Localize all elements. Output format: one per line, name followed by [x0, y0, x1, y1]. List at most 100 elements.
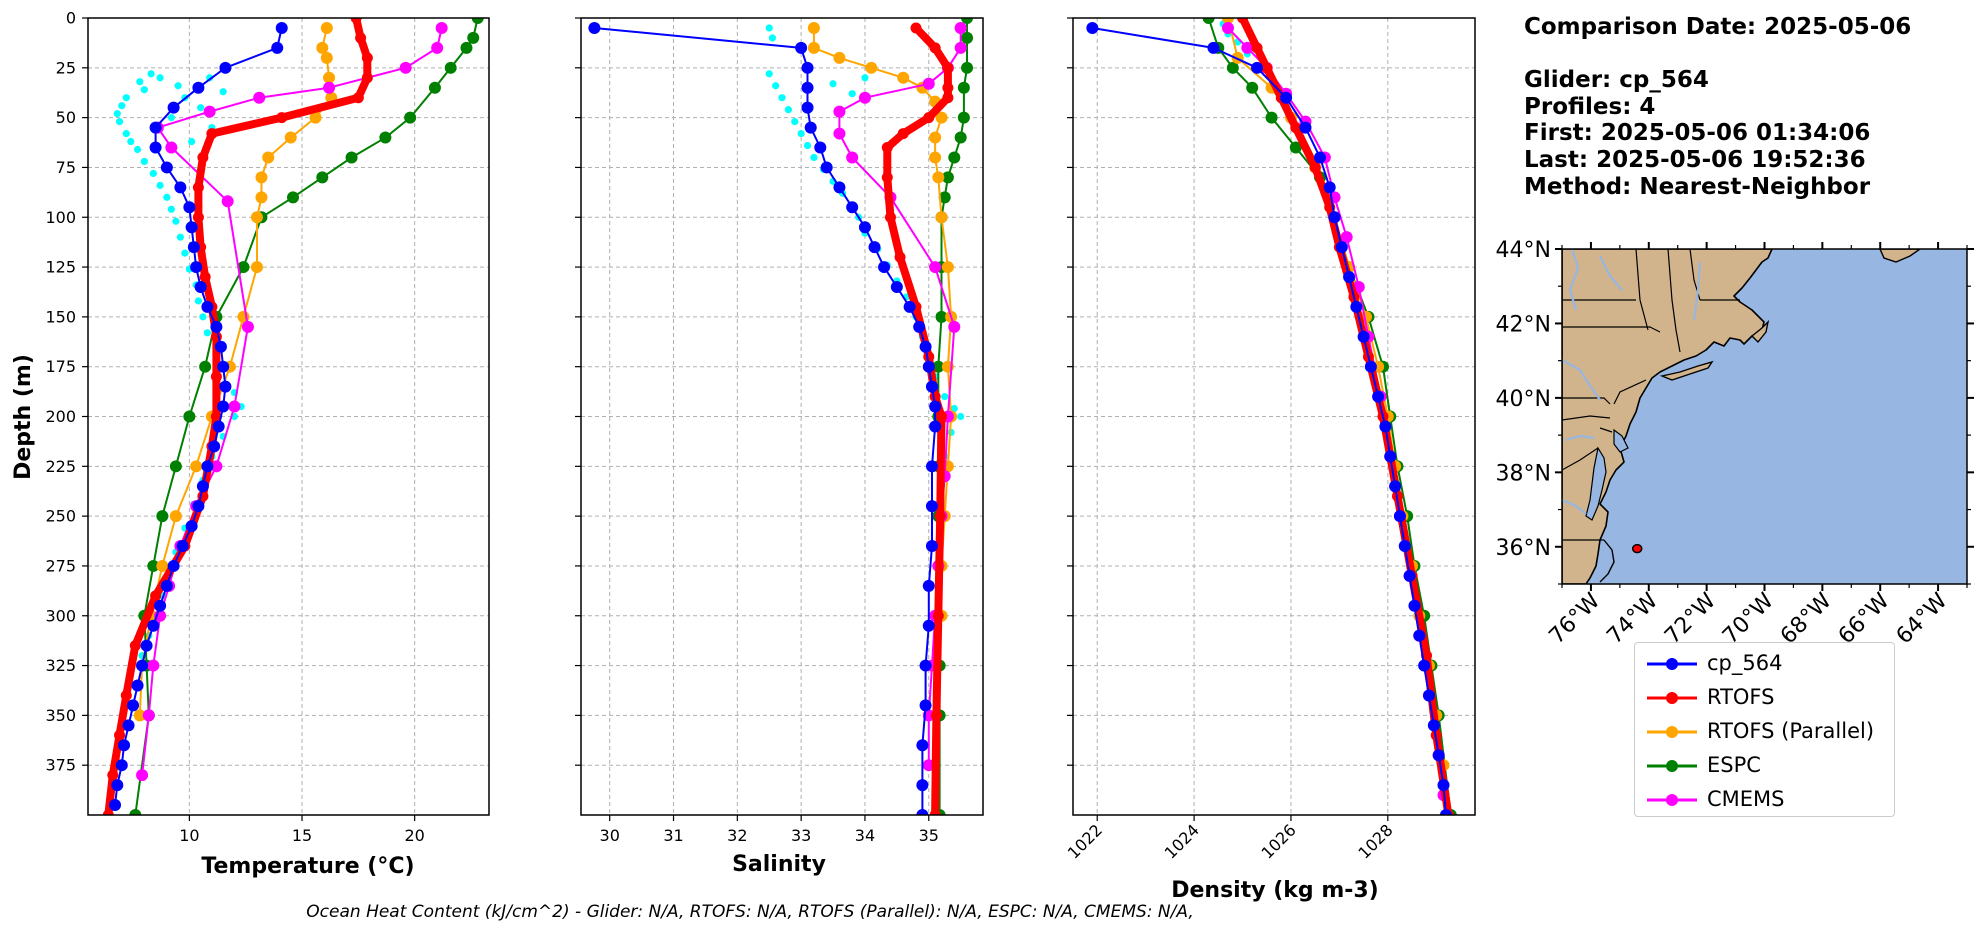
data-point: [107, 769, 119, 781]
data-point: [129, 809, 142, 815]
data-point: [255, 191, 268, 204]
raw-point: [803, 141, 812, 150]
data-point: [1086, 21, 1099, 34]
data-point: [1389, 480, 1402, 493]
data-point: [185, 221, 198, 234]
data-point: [320, 21, 333, 34]
data-point: [833, 51, 846, 64]
plot-area: [1086, 18, 1457, 815]
data-point: [923, 112, 935, 124]
data-point: [1340, 231, 1353, 244]
data-point: [941, 171, 954, 184]
data-point: [192, 181, 204, 193]
temperature-panel: 10 15 200255075100125150175200225250275300…: [45, 9, 490, 845]
raw-point: [772, 82, 780, 90]
last-profile-time: Last: 2025-05-06 19:52:36: [1524, 146, 1866, 173]
data-point: [925, 500, 938, 513]
data-point: [954, 131, 967, 144]
data-point: [1427, 719, 1440, 732]
legend-entry-rtofs-parallel: RTOFS (Parallel): [1635, 715, 1894, 749]
data-point: [210, 460, 223, 473]
y-axis-label: Depth (m): [11, 354, 36, 480]
data-point: [160, 579, 173, 592]
y-tick-label: 50: [56, 108, 76, 127]
data-point: [183, 410, 196, 423]
data-point: [897, 71, 910, 84]
y-tick-label: 350: [45, 706, 76, 725]
data-point: [868, 241, 881, 254]
data-point: [916, 739, 929, 752]
legend-label: RTOFS: [1707, 685, 1775, 709]
raw-point: [172, 217, 180, 225]
data-point: [435, 21, 448, 34]
data-point: [323, 81, 336, 94]
legend-label: RTOFS (Parallel): [1707, 719, 1875, 743]
data-point: [878, 261, 891, 274]
data-point: [150, 590, 162, 602]
data-point: [255, 171, 268, 184]
data-point: [1251, 42, 1263, 54]
data-point: [118, 739, 131, 752]
data-point: [1251, 61, 1264, 74]
x-tick-label: 33: [791, 826, 811, 845]
raw-point: [113, 110, 121, 118]
data-point: [961, 31, 974, 44]
data-point: [1226, 61, 1239, 74]
raw-point: [174, 82, 182, 90]
legend-entry-espc: ESPC: [1635, 749, 1894, 783]
grid: [1073, 17, 1475, 815]
data-point: [127, 699, 140, 712]
data-point: [219, 380, 232, 393]
raw-point: [115, 118, 124, 126]
profile-count: Profiles: 4: [1524, 93, 1656, 120]
data-point: [460, 41, 473, 54]
data-point: [1221, 21, 1234, 34]
series-cmems: [1221, 21, 1450, 802]
comparison-date: Comparison Date: 2025-05-06: [1524, 14, 1912, 40]
data-point: [210, 371, 222, 383]
data-point: [379, 131, 392, 144]
y-ticks: [575, 17, 581, 766]
x-tick-label: 32: [727, 826, 747, 845]
data-point: [929, 420, 942, 433]
data-point: [922, 619, 935, 632]
data-point: [858, 91, 871, 104]
raw-point: [181, 249, 189, 257]
map-lon-label: 70°W: [1718, 588, 1779, 649]
data-point: [941, 261, 954, 274]
data-point: [588, 21, 601, 34]
legend-entry-glider: cp_564: [1635, 647, 1894, 681]
first-profile-time: First: 2025-05-06 01:34:06: [1524, 120, 1871, 147]
data-point: [929, 400, 942, 413]
data-point: [954, 41, 967, 54]
data-point: [957, 81, 970, 94]
data-point: [185, 520, 198, 533]
data-point: [156, 559, 169, 572]
data-point: [212, 420, 225, 433]
raw-point: [167, 205, 175, 213]
temperature-axis-label: Temperature (°C): [201, 854, 414, 879]
nova-scotia: [1879, 249, 1922, 263]
data-point: [801, 101, 814, 114]
density-axis-label: Density (kg m-3): [1171, 878, 1379, 903]
data-point: [881, 142, 893, 154]
data-point: [444, 61, 457, 74]
x-tick-label: 15: [292, 826, 312, 845]
data-point: [833, 105, 846, 118]
map-lon-label: 72°W: [1660, 588, 1721, 649]
legend-label: cp_564: [1707, 651, 1783, 675]
data-point: [925, 540, 938, 553]
chesapeake-bay: [1585, 446, 1607, 521]
x-tick-label: 1022: [1064, 820, 1106, 862]
raw-point: [203, 329, 211, 337]
data-point: [187, 241, 200, 254]
y-tick-label: 125: [45, 258, 76, 277]
data-point: [1261, 62, 1273, 74]
data-point: [241, 320, 254, 333]
data-point: [203, 105, 216, 118]
salinity-axis-label: Salinity: [732, 852, 826, 877]
data-point: [196, 480, 209, 493]
data-point: [183, 201, 196, 214]
data-point: [804, 121, 817, 134]
data-point: [1314, 151, 1327, 164]
